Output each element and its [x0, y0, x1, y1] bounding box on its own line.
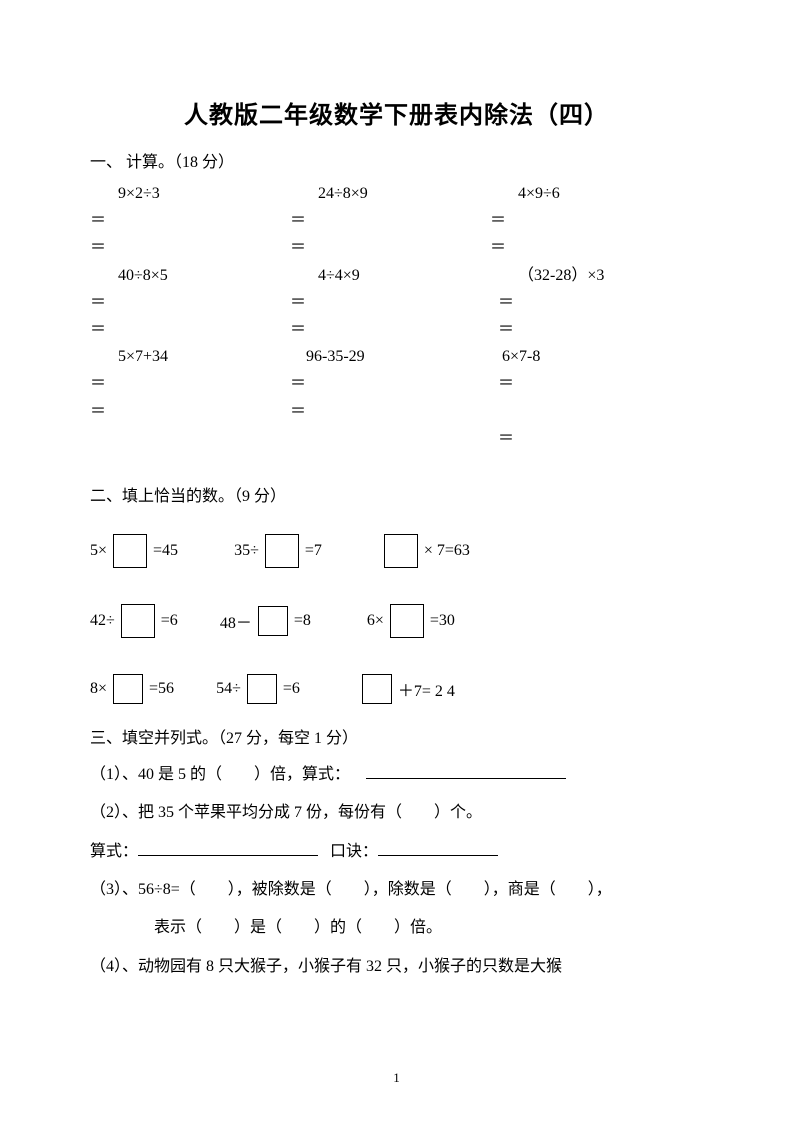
q2: （2）、把 35 个苹果平均分成 7 份，每份有（ ）个。	[90, 794, 703, 832]
q2b: 算式： 口诀：	[90, 833, 703, 871]
answer-box[interactable]	[362, 674, 392, 704]
equals: ＝	[290, 398, 490, 425]
equals: ＝	[290, 370, 490, 397]
equals: ＝	[90, 234, 290, 261]
fill-row-3: 8× =56 54÷ =6 ＋7= 2 4	[90, 674, 703, 704]
equals: ＝	[490, 234, 703, 261]
answer-line[interactable]	[138, 838, 318, 856]
calc-q: （32-28）×3	[490, 262, 703, 289]
calc-q: 5×7+34	[90, 343, 290, 370]
calc-q: 24÷8×9	[290, 180, 490, 207]
section3-heading: 三、填空并列式。（27 分，每空 1 分）	[90, 724, 703, 748]
fill-text: =6	[283, 680, 300, 698]
equals: ＝	[490, 316, 703, 343]
fill-text: 35÷	[234, 542, 259, 560]
calc-q: 96-35-29	[290, 343, 490, 370]
calc-block: 9×2÷3 24÷8×9 4×9÷6 ＝ ＝ ＝ ＝ ＝ ＝ 40÷8×5 4÷…	[90, 180, 703, 452]
fill-text: 6×	[367, 612, 384, 630]
equals: ＝	[290, 316, 490, 343]
q3b: 表示（ ）是（ ）的（ ）倍。	[90, 909, 703, 947]
equals	[490, 398, 703, 425]
fill-text: 5×	[90, 542, 107, 560]
answer-box[interactable]	[390, 604, 424, 638]
equals: ＝	[490, 370, 703, 397]
page-title: 人教版二年级数学下册表内除法（四）	[90, 95, 703, 130]
answer-box[interactable]	[113, 534, 147, 568]
section2-heading: 二、填上恰当的数。（9 分）	[90, 482, 703, 506]
equals: ＝	[490, 425, 703, 452]
answer-line[interactable]	[378, 838, 498, 856]
page-number: 1	[0, 1070, 793, 1086]
calc-q: 4×9÷6	[490, 180, 703, 207]
answer-line[interactable]	[366, 761, 566, 779]
fill-text: =45	[153, 542, 178, 560]
fill-text: =6	[161, 612, 178, 630]
fill-text: =30	[430, 612, 455, 630]
equals: ＝	[290, 289, 490, 316]
equals: ＝	[90, 316, 290, 343]
q3a: （3）、56÷8=（ ），被除数是（ ），除数是（ ），商是（ ），	[90, 871, 703, 909]
answer-box[interactable]	[258, 606, 288, 636]
fill-text: =7	[305, 542, 322, 560]
fill-text: 54÷	[216, 680, 241, 698]
answer-box[interactable]	[247, 674, 277, 704]
calc-q: 6×7-8	[490, 343, 703, 370]
equals: ＝	[90, 370, 290, 397]
answer-box[interactable]	[113, 674, 143, 704]
q1: （1）、40 是 5 的（ ）倍，算式：	[90, 756, 703, 794]
fill-text: × 7=63	[424, 542, 470, 560]
equals: ＝	[90, 207, 290, 234]
fill-text: 42÷	[90, 612, 115, 630]
fill-text: =56	[149, 680, 174, 698]
calc-q: 9×2÷3	[90, 180, 290, 207]
q4: （4）、动物园有 8 只大猴子，小猴子有 32 只，小猴子的只数是大猴	[90, 948, 703, 986]
equals	[290, 425, 490, 452]
fill-text: ＋7= 2 4	[398, 677, 455, 701]
equals: ＝	[290, 207, 490, 234]
section1-heading: 一、 计算。（18 分）	[90, 148, 703, 172]
calc-q: 40÷8×5	[90, 262, 290, 289]
equals	[90, 425, 290, 452]
fill-text: =8	[294, 612, 311, 630]
answer-box[interactable]	[265, 534, 299, 568]
equals: ＝	[90, 398, 290, 425]
answer-box[interactable]	[384, 534, 418, 568]
equals: ＝	[490, 289, 703, 316]
fill-row-2: 42÷ =6 48－ =8 6× =30	[90, 604, 703, 638]
equals: ＝	[90, 289, 290, 316]
fill-text: 8×	[90, 680, 107, 698]
equals: ＝	[290, 234, 490, 261]
fill-text: 48－	[220, 609, 252, 633]
fill-row-1: 5× =45 35÷ =7 × 7=63	[90, 534, 703, 568]
calc-q: 4÷4×9	[290, 262, 490, 289]
answer-box[interactable]	[121, 604, 155, 638]
equals: ＝	[490, 207, 703, 234]
